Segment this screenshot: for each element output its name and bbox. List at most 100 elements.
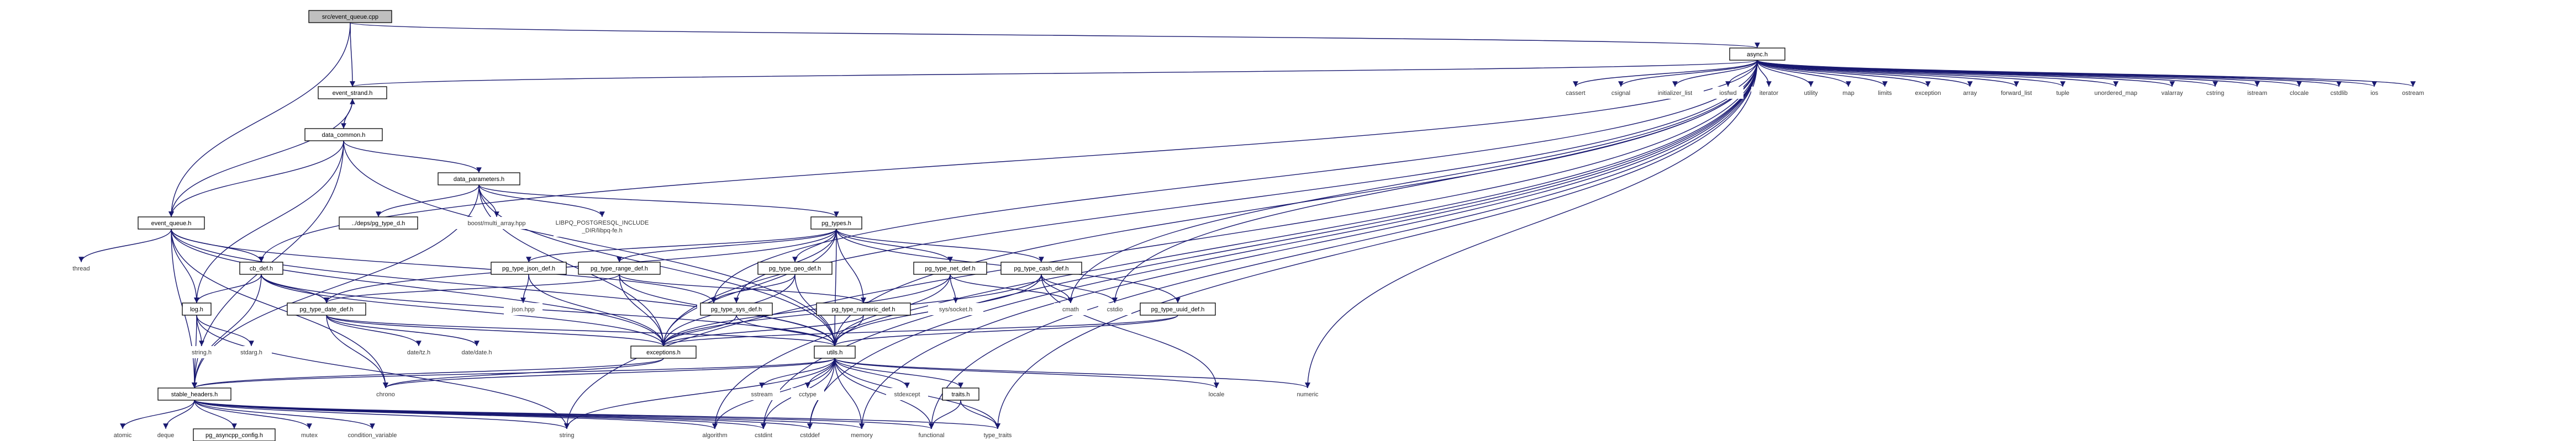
edge-async-to-exception — [1757, 60, 1931, 87]
edge-stable_headers-to-atomic — [120, 400, 195, 429]
edge-pg_type_cash_def-to-cmath — [1041, 274, 1073, 304]
node-data-common[interactable]: data_common.h — [304, 128, 383, 141]
node-pg-type-net-def[interactable]: pg_type_net_def.h — [913, 262, 987, 275]
node-label: atomic — [114, 432, 132, 439]
node-async[interactable]: async.h — [1729, 47, 1785, 61]
edge-cb_def-to-log_h — [194, 274, 262, 304]
node-box — [886, 388, 928, 400]
edge-data_common-to-utils — [343, 140, 837, 347]
edge-stable_headers-to-pg_asyncpp_config — [194, 400, 237, 429]
edge-root-to-event_queue_h — [168, 22, 351, 217]
node-label: async.h — [1747, 51, 1768, 58]
node-string-h: string.h — [182, 346, 221, 358]
node-cstdlib: cstdlib — [2324, 87, 2354, 99]
edge-data_parameters-to-pg_type_oid — [376, 184, 480, 217]
edge-log_h-to-stdarg_h — [196, 315, 254, 347]
node-box — [369, 388, 402, 400]
node-box — [814, 346, 856, 359]
node-pg-type-date-def[interactable]: pg_type_date_def.h — [287, 302, 366, 316]
edge-event_strand-to-event_queue_h — [168, 98, 353, 217]
node-pg-type-numeric-def[interactable]: pg_type_numeric_def.h — [816, 302, 911, 316]
node-box — [453, 346, 501, 358]
node-locale: locale — [1200, 388, 1233, 400]
node-log-h[interactable]: log.h — [182, 302, 212, 316]
node-utils[interactable]: utils.h — [814, 346, 856, 359]
node-exception: exception — [1908, 87, 1948, 99]
node-box — [504, 303, 542, 315]
edge-pg_type_uuid_def-to-exceptions — [661, 315, 1178, 347]
edge-stable_headers-to-mutex — [194, 400, 312, 429]
edge-event_queue_h-to-chrono — [171, 229, 388, 389]
node-pg-type-json-def[interactable]: pg_type_json_def.h — [491, 262, 567, 275]
node-box — [630, 346, 697, 359]
node-event-queue-h[interactable]: event_queue.h — [138, 216, 205, 230]
node-label: iosfwd — [1719, 90, 1736, 97]
node-label: pg_asyncpp_config.h — [206, 432, 263, 439]
node-data-parameters[interactable]: data_parameters.h — [438, 172, 520, 185]
node-pg-type-oid[interactable]: ../deps/pg_type_d.h — [339, 216, 418, 230]
edge-pg_type_range_def-to-exceptions — [619, 274, 666, 347]
edge-pg_type_date_def-to-exceptions — [326, 315, 666, 347]
node-pg-type-sys-def[interactable]: pg_type_sys_def.h — [700, 302, 773, 316]
node-stable-headers[interactable]: stable_headers.h — [157, 387, 231, 401]
node-box — [792, 429, 828, 441]
node-label: tuple — [2056, 90, 2069, 97]
node-traits[interactable]: traits.h — [942, 387, 979, 401]
edge-utils-to-traits — [834, 358, 963, 389]
edge-async-to-exceptions — [661, 60, 1758, 347]
node-array: array — [1956, 87, 1984, 99]
edge-async-to-limits — [1757, 60, 1888, 87]
node-pg-type-cash-def[interactable]: pg_type_cash_def.h — [1000, 262, 1082, 275]
node-box — [438, 172, 520, 185]
node-box — [138, 216, 205, 230]
edge-pg_type_cash_def-to-cstdio — [1041, 274, 1118, 304]
node-box — [1751, 87, 1787, 99]
edge-stable_headers-to-condition_variable — [194, 400, 375, 429]
node-label: string — [560, 432, 575, 439]
node-event-strand[interactable]: event_strand.h — [318, 86, 387, 99]
node-condition-variable: condition_variable — [336, 429, 409, 441]
edge-pg_type_range_def-to-pg_type_numeric_def — [619, 274, 866, 304]
node-label: pg_type_numeric_def.h — [832, 306, 895, 313]
edge-async-to-algorithm — [712, 60, 1758, 429]
node-pg-type-range-def[interactable]: pg_type_range_def.h — [578, 262, 661, 275]
node-exceptions[interactable]: exceptions.h — [630, 346, 697, 359]
edge-pg_type_geo_def-to-utils — [794, 274, 837, 347]
node-box — [1794, 87, 1827, 99]
edge-async-to-cb_def — [259, 60, 1758, 263]
edge-async-to-cstddef — [807, 60, 1758, 429]
edge-data_parameters-to-libpq_fe — [478, 184, 605, 217]
node-box — [1200, 388, 1233, 400]
node-stdarg-h: stdarg.h — [231, 346, 272, 358]
node-box — [1869, 87, 1900, 99]
edge-pg_types-to-pg_type_geo_def — [792, 229, 837, 263]
edge-stable_headers-to-deque — [163, 400, 195, 429]
edge-utils-to-functional — [834, 358, 934, 429]
node-box — [1713, 87, 1743, 99]
edge-pg_type_uuid_def-to-utils — [832, 315, 1178, 347]
node-label: mutex — [301, 432, 318, 439]
node-memory: memory — [844, 429, 879, 441]
node-box — [231, 346, 272, 358]
node-box — [2324, 87, 2354, 99]
edge-exceptions-to-stable_headers — [192, 358, 664, 389]
node-root[interactable]: src/event_queue.cpp — [308, 10, 392, 23]
edge-event_queue_h-to-log_h — [171, 229, 199, 304]
node-label: sstream — [751, 391, 772, 398]
node-label: map — [1842, 90, 1854, 97]
node-label: clocale — [2290, 90, 2309, 97]
node-cassert: cassert — [1559, 87, 1592, 99]
edge-pg_types-to-pg_type_json_def — [526, 229, 837, 263]
node-label: deque — [157, 432, 175, 439]
edge-pg_types-to-pg_type_cash_def — [836, 229, 1044, 263]
node-pg-type-geo-def[interactable]: pg_type_geo_def.h — [757, 262, 833, 275]
node-label: array — [1963, 90, 1977, 97]
edge-log_h-to-string — [196, 315, 570, 429]
node-pg-asyncpp-config[interactable]: pg_asyncpp_config.h — [193, 428, 276, 441]
edge-pg_type_json_def-to-exceptions — [528, 274, 666, 347]
node-libpq-fe: LIBPQ_POSTGRESQL_INCLUDE _DIR/libpq-fe.h — [554, 217, 651, 237]
node-pg-type-uuid-def[interactable]: pg_type_uuid_def.h — [1140, 302, 1216, 316]
node-pg-types[interactable]: pg_types.h — [810, 216, 862, 230]
node-algorithm: algorithm — [693, 429, 737, 441]
node-cb-def[interactable]: cb_def.h — [239, 262, 283, 275]
